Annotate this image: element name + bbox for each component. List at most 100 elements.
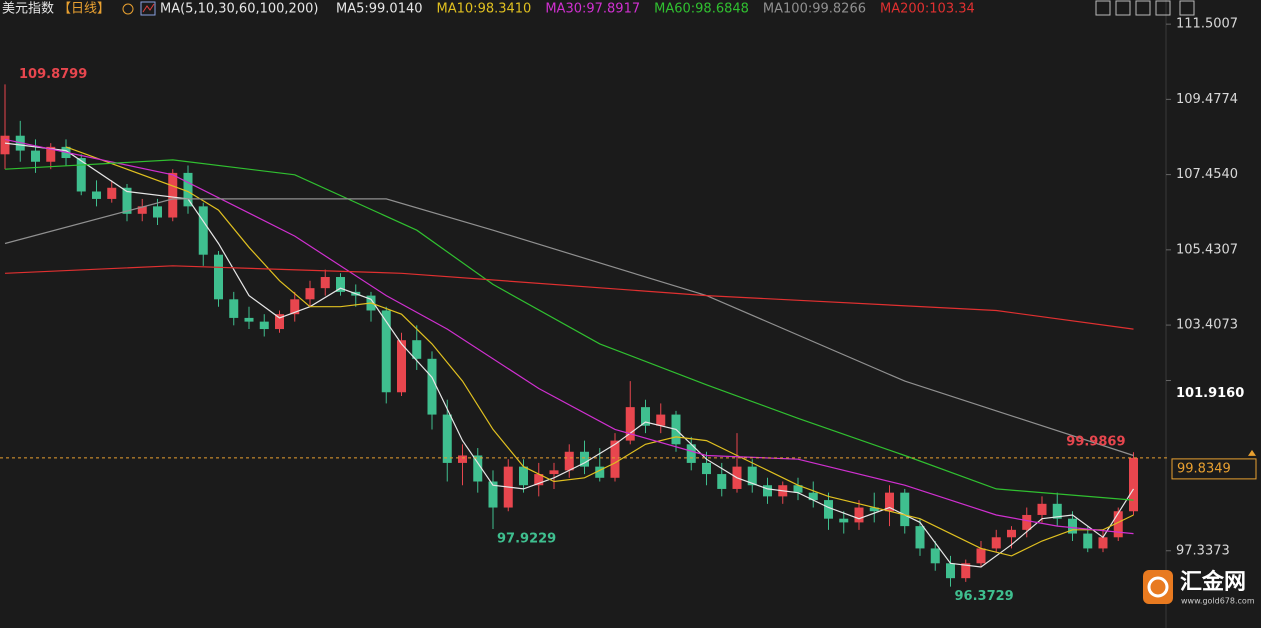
- toolbar: [1095, 0, 1195, 16]
- candle-body: [214, 254, 223, 300]
- candle-body: [1083, 533, 1093, 549]
- price-annotation: 96.3729: [955, 589, 1014, 604]
- candle-body: [1068, 518, 1077, 534]
- ma-line: [4, 198, 1134, 457]
- candle-body: [991, 537, 1001, 549]
- ma-line: [4, 159, 1134, 501]
- candle-body: [717, 474, 727, 489]
- candle-body: [442, 414, 452, 463]
- y-tick-label: 105.4307: [1176, 242, 1238, 257]
- price-annotation: 99.9869: [1066, 435, 1125, 450]
- legend-entry: MA100:99.8266: [763, 2, 866, 17]
- logo-mark: [1147, 576, 1169, 598]
- candle-body: [686, 444, 696, 463]
- toolbar-button[interactable]: [1095, 0, 1111, 16]
- candle-body: [473, 455, 483, 482]
- candle-body: [1007, 529, 1016, 538]
- candle-body: [595, 466, 605, 478]
- candle-body: [46, 146, 56, 162]
- candle-body: [885, 492, 894, 512]
- legend-entry: MA200:103.34: [880, 2, 975, 17]
- candle-body: [808, 492, 818, 501]
- candle-body: [549, 470, 559, 475]
- candle-body: [381, 310, 391, 393]
- candle-body: [122, 187, 132, 214]
- last-price-arrow: [1248, 449, 1256, 456]
- candle-body: [229, 299, 239, 318]
- toolbar-button[interactable]: [1135, 0, 1151, 16]
- candle-body: [427, 358, 437, 415]
- chart-title: 美元指数: [2, 2, 54, 17]
- candle-body: [1129, 457, 1138, 512]
- candle-body: [793, 485, 803, 493]
- toolbar-button[interactable]: [1115, 0, 1131, 16]
- indicator-icon-line: [142, 3, 155, 13]
- candle-body: [76, 158, 86, 192]
- price-annotation: 109.8799: [19, 67, 87, 82]
- candle-body: [259, 321, 269, 330]
- price-annotation: 97.9229: [497, 531, 556, 546]
- watermark-url: www.gold678.com: [1181, 597, 1255, 606]
- candle-body: [320, 277, 330, 289]
- candle-body: [763, 485, 772, 497]
- candle-body: [1113, 511, 1123, 538]
- logo-icon: [1143, 570, 1173, 604]
- candle-body: [900, 492, 910, 527]
- y-tick-label: 103.4073: [1176, 318, 1238, 333]
- candle-body: [336, 277, 345, 292]
- last-price-label: 99.8349: [1177, 461, 1231, 476]
- marker-price-label: 101.9160: [1176, 386, 1244, 401]
- legend-entry: MA30:97.8917: [545, 2, 640, 17]
- ma-line: [4, 265, 1134, 330]
- candle-body: [31, 150, 40, 162]
- candle-body: [183, 172, 193, 207]
- candle-body: [702, 462, 711, 475]
- candle-body: [397, 340, 406, 393]
- candle-body: [412, 340, 422, 359]
- candle-body: [488, 481, 498, 508]
- candle-body: [107, 187, 117, 199]
- plot-area: [0, 84, 1138, 587]
- candle-body: [961, 563, 971, 579]
- candle-body: [610, 440, 620, 478]
- candle-body: [168, 172, 178, 218]
- candle-body: [641, 407, 650, 426]
- candle-body: [625, 407, 635, 441]
- candle-body: [915, 526, 925, 549]
- settings-icon[interactable]: [122, 3, 134, 15]
- toolbar-button[interactable]: [1155, 0, 1171, 16]
- legend-entry: MA10:98.3410: [437, 2, 532, 17]
- candle-body: [854, 507, 864, 523]
- candle-body: [153, 206, 162, 218]
- ma-line: [4, 138, 1134, 535]
- candle-body: [930, 548, 940, 564]
- candle-body: [244, 317, 254, 322]
- candle-body: [580, 451, 589, 467]
- period-label: 【日线】: [58, 2, 110, 17]
- legend-entry: MA5:99.0140: [336, 2, 423, 17]
- y-tick-label: 109.4774: [1176, 92, 1238, 107]
- candle-body: [824, 500, 833, 519]
- watermark-name: 汇金网: [1180, 569, 1246, 595]
- y-tick-label: 97.3373: [1176, 543, 1230, 558]
- candle-body: [1052, 503, 1062, 519]
- candle-body: [747, 466, 757, 486]
- candle-body: [1098, 537, 1108, 549]
- ma-line: [4, 142, 1135, 568]
- y-tick-label: 111.5007: [1176, 17, 1238, 32]
- candle-body: [656, 414, 666, 426]
- candle-body: [0, 135, 10, 155]
- candle-body: [869, 507, 879, 512]
- indicator-icon[interactable]: [140, 1, 156, 16]
- candle-body: [275, 314, 284, 330]
- candle-body: [198, 206, 208, 255]
- candle-body: [1022, 514, 1032, 530]
- candle-body: [305, 288, 315, 300]
- candle-body: [839, 518, 849, 523]
- ma-line: [65, 146, 1134, 557]
- candle-body: [92, 191, 101, 199]
- candle-body: [458, 455, 467, 463]
- toolbar-button[interactable]: [1179, 0, 1195, 16]
